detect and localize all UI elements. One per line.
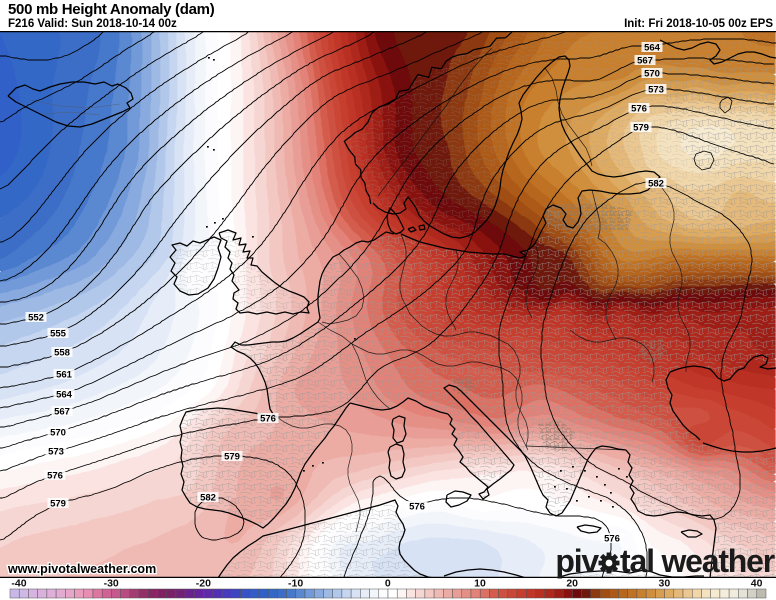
svg-text:576: 576: [260, 414, 276, 425]
svg-text:570: 570: [644, 69, 660, 80]
svg-text:582: 582: [648, 179, 664, 190]
svg-text:40: 40: [751, 578, 763, 590]
svg-text:573: 573: [648, 85, 664, 96]
svg-text:579: 579: [50, 499, 66, 510]
svg-text:576: 576: [47, 471, 63, 482]
svg-text:-30: -30: [104, 578, 119, 590]
svg-text:564: 564: [56, 390, 73, 401]
svg-text:552: 552: [28, 313, 44, 324]
svg-text:579: 579: [633, 123, 649, 134]
svg-text:-20: -20: [196, 578, 211, 590]
svg-text:10: 10: [474, 578, 486, 590]
svg-text:-40: -40: [11, 578, 26, 590]
svg-text:576: 576: [631, 104, 647, 115]
svg-text:www.pivotalweather.com: www.pivotalweather.com: [7, 562, 156, 576]
svg-text:567: 567: [637, 56, 653, 67]
svg-text:20: 20: [566, 578, 578, 590]
svg-text:567: 567: [54, 407, 70, 418]
svg-text:576: 576: [409, 502, 425, 513]
svg-text:561: 561: [56, 370, 73, 381]
svg-text:30: 30: [659, 578, 671, 590]
svg-text:555: 555: [50, 329, 67, 340]
svg-text:570: 570: [50, 428, 66, 439]
svg-text:0: 0: [385, 578, 391, 590]
svg-text:558: 558: [54, 348, 70, 359]
svg-text:579: 579: [224, 452, 240, 463]
svg-text:582: 582: [200, 493, 216, 504]
svg-text:573: 573: [48, 447, 64, 458]
svg-text:564: 564: [644, 43, 661, 54]
svg-text:-10: -10: [288, 578, 303, 590]
svg-text:576: 576: [604, 534, 620, 545]
